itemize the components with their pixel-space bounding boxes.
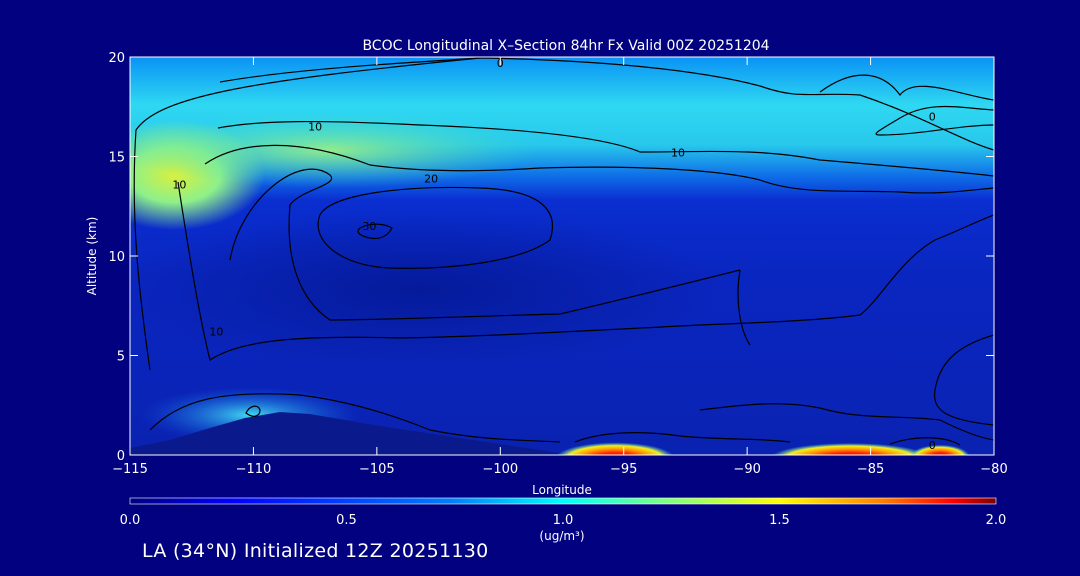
colorbar-tick-label: 0.5	[336, 513, 357, 528]
contour-lines	[133, 57, 994, 446]
x-tick-label: −80	[980, 462, 1007, 477]
x-tick-label: −115	[112, 462, 148, 477]
colorbar-tick-label: 0.0	[120, 513, 141, 528]
x-axis: −115 −110 −105 −100 −95 −90 −85 −80	[112, 57, 1008, 477]
contour-line-10-left	[177, 181, 861, 361]
heatmap-surface-max-3	[910, 440, 970, 455]
contour-line-20	[204, 144, 994, 194]
x-axis-label: Longitude	[532, 483, 592, 497]
contour-line-20-inner	[229, 168, 741, 321]
heatmap-upper-plume	[130, 112, 540, 188]
x-tick-label: −90	[733, 462, 760, 477]
contour-line-10-outer	[133, 57, 994, 371]
contour-line-lower	[149, 393, 561, 443]
colorbar-units: (ug/m³)	[539, 529, 584, 543]
y-tick-label: 0	[117, 449, 125, 464]
colorbar-ticks: 0.0 0.5 1.0 1.5 2.0	[120, 513, 1007, 528]
y-tick-label: 10	[108, 250, 125, 265]
x-tick-label: −110	[236, 462, 272, 477]
y-axis: 0 5 10 15 20	[108, 51, 994, 464]
heatmap-surface-max-2	[770, 437, 930, 455]
y-axis-label: Altitude (km)	[85, 217, 99, 296]
x-tick-label: −85	[857, 462, 884, 477]
plot-area: 001010203010100	[130, 57, 994, 455]
y-tick-label: 5	[117, 350, 125, 365]
chart-title: BCOC Longitudinal X–Section 84hr Fx Vali…	[362, 38, 769, 54]
contour-line-small-loop	[245, 405, 261, 417]
contour-line-right-vertical	[934, 334, 994, 426]
x-tick-label: −95	[610, 462, 637, 477]
contour-label: 10	[172, 178, 186, 191]
heatmap-surface-max-1	[555, 436, 675, 455]
contour-line-lower-right	[699, 403, 994, 441]
contour-line-0-top	[219, 57, 481, 83]
x-tick-label: −105	[359, 462, 395, 477]
terrain	[130, 412, 570, 455]
y-tick-label: 15	[108, 151, 125, 166]
x-tick-label: −100	[482, 462, 518, 477]
contour-line-surface	[574, 432, 961, 446]
contour-line-30-inner	[357, 223, 393, 240]
heatmap-dark-core	[130, 210, 720, 370]
contour-label: 10	[209, 326, 223, 339]
init-caption: LA (34°N) Initialized 12Z 20251130	[142, 540, 489, 562]
colorbar-tick-label: 1.5	[769, 513, 790, 528]
contour-label: 10	[308, 121, 322, 134]
colorbar-tick-label: 1.0	[553, 513, 574, 528]
contour-label: 0	[929, 439, 936, 452]
colorbar-tick-label: 2.0	[986, 513, 1007, 528]
contour-label: 0	[929, 111, 936, 124]
contour-line-30-outer	[317, 186, 554, 269]
contour-label: 30	[362, 220, 376, 233]
y-tick-label: 20	[108, 51, 125, 66]
contour-line-mid-right	[737, 214, 994, 346]
colorbar	[129, 497, 997, 505]
contour-label: 10	[671, 147, 685, 160]
contour-line-10-upper	[217, 120, 994, 177]
contour-label: 20	[424, 172, 438, 185]
contour-line-0-top-right	[819, 74, 994, 101]
